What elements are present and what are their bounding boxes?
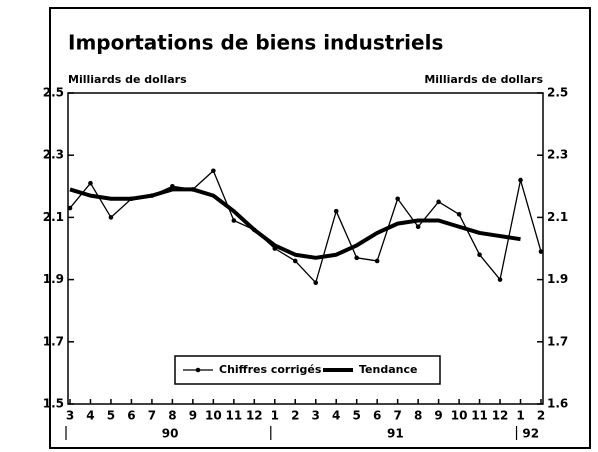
x-tick-label: 3 xyxy=(66,409,74,423)
x-tick-label: 8 xyxy=(414,409,422,423)
x-tick-label: 12 xyxy=(246,409,263,423)
y-axis-label: Milliards de dollars xyxy=(68,73,187,86)
x-tick-label: 4 xyxy=(332,409,340,423)
series-line xyxy=(69,170,542,284)
legend-marker xyxy=(195,367,201,373)
x-tick-label: 8 xyxy=(168,409,176,423)
data-point xyxy=(313,280,319,286)
y-tick-label: 1.7 xyxy=(43,334,64,348)
data-point xyxy=(538,249,544,254)
y2-tick-label: 2.5 xyxy=(547,86,568,100)
x-tick-label: 9 xyxy=(189,409,197,423)
legend-label: Tendance xyxy=(359,363,417,376)
y2-tick-label: 1.6 xyxy=(547,397,568,411)
x-tick-label: 2 xyxy=(537,409,545,423)
x-tick-label: 9 xyxy=(434,409,442,423)
x-tick-label: 5 xyxy=(353,409,361,423)
y2-tick-label: 2.1 xyxy=(547,210,568,224)
plot-area xyxy=(67,92,544,405)
x-tick-label: 2 xyxy=(291,409,299,423)
y-tick-label: 2.3 xyxy=(43,148,64,162)
data-point xyxy=(354,255,359,261)
data-point xyxy=(211,168,216,174)
data-point xyxy=(292,258,298,264)
y2-tick-label: 1.7 xyxy=(547,334,568,348)
data-point xyxy=(333,208,339,214)
data-point xyxy=(374,258,380,264)
data-point xyxy=(395,196,400,202)
x-tick-label: 6 xyxy=(127,409,135,423)
x-tick-label: 1 xyxy=(516,409,524,423)
x-tick-label: 11 xyxy=(471,409,488,423)
year-label: 91 xyxy=(387,427,404,441)
x-tick-label: 12 xyxy=(492,409,509,423)
x-tick-label: 3 xyxy=(312,409,320,423)
x-tick-label: 10 xyxy=(451,409,468,423)
y2-axis-label: Milliards de dollars xyxy=(424,73,543,86)
data-point xyxy=(231,218,237,223)
data-point xyxy=(415,224,421,230)
x-tick-label: 7 xyxy=(148,409,156,423)
y-tick-label: 1.9 xyxy=(43,272,64,286)
data-point xyxy=(518,177,523,183)
y2-tick-label: 1.9 xyxy=(547,272,568,286)
data-point xyxy=(88,180,93,186)
x-tick-label: 4 xyxy=(86,409,94,423)
data-point xyxy=(108,215,114,220)
data-point xyxy=(456,211,462,217)
x-tick-label: 11 xyxy=(225,409,242,423)
legend-label: Chiffres corrigés xyxy=(219,363,322,376)
y-tick-label: 2.1 xyxy=(43,210,64,224)
y2-tick-label: 2.3 xyxy=(547,148,568,162)
year-label: 90 xyxy=(162,427,179,441)
chart-title: Importations de biens industriels xyxy=(68,31,443,55)
x-tick-label: 1 xyxy=(271,409,279,423)
frame xyxy=(49,7,591,449)
data-point xyxy=(436,199,441,205)
legend-box xyxy=(174,355,441,385)
x-tick-label: 10 xyxy=(205,409,222,423)
y-tick-label: 2.5 xyxy=(43,86,64,100)
data-point xyxy=(497,277,503,282)
data-point xyxy=(67,205,73,211)
year-label: 92 xyxy=(522,427,539,441)
x-tick-label: 7 xyxy=(393,409,401,423)
y-tick-label: 1.5 xyxy=(43,397,64,411)
series-line xyxy=(69,187,521,260)
x-tick-label: 6 xyxy=(373,409,381,423)
data-point xyxy=(477,252,482,258)
x-tick-label: 5 xyxy=(107,409,115,423)
